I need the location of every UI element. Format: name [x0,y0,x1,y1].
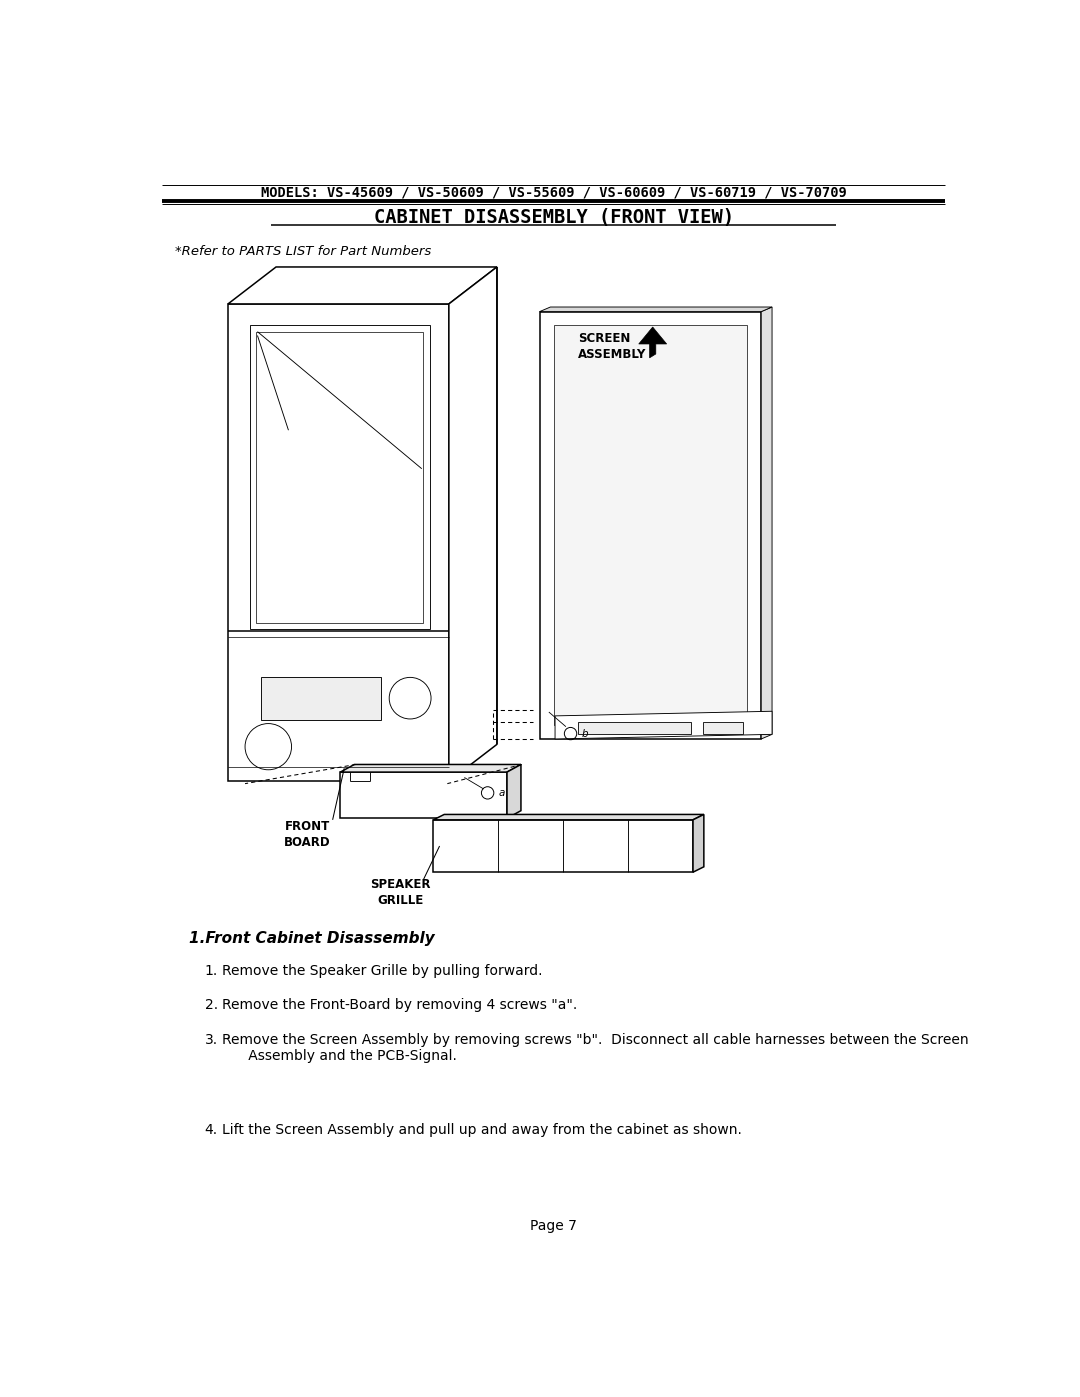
Text: Remove the Speaker Grille by pulling forward.: Remove the Speaker Grille by pulling for… [221,964,542,978]
Polygon shape [540,312,761,739]
Text: CABINET DISASSEMBLY (FRONT VIEW): CABINET DISASSEMBLY (FRONT VIEW) [374,208,733,228]
Polygon shape [433,820,693,872]
Text: Page 7: Page 7 [530,1220,577,1234]
Polygon shape [256,331,423,623]
Text: FRONT
BOARD: FRONT BOARD [284,820,330,849]
Polygon shape [340,764,521,773]
Text: Remove the Screen Assembly by removing screws "b".  Disconnect all cable harness: Remove the Screen Assembly by removing s… [221,1034,969,1063]
Polygon shape [693,814,704,872]
Polygon shape [554,326,747,725]
Polygon shape [249,326,430,629]
Polygon shape [260,678,380,719]
Circle shape [389,678,431,719]
Text: *Refer to PARTS LIST for Part Numbers: *Refer to PARTS LIST for Part Numbers [175,244,432,258]
Polygon shape [433,814,704,820]
Text: SCREEN
ASSEMBLY: SCREEN ASSEMBLY [578,331,647,360]
Polygon shape [703,722,743,735]
Polygon shape [507,764,521,819]
Text: 1.Front Cabinet Disassembly: 1.Front Cabinet Disassembly [189,932,435,947]
Text: Lift the Screen Assembly and pull up and away from the cabinet as shown.: Lift the Screen Assembly and pull up and… [221,1123,742,1137]
Text: 3.: 3. [205,1034,218,1048]
Polygon shape [555,711,772,739]
Text: 2.: 2. [205,999,218,1013]
Polygon shape [340,773,507,819]
Text: MODELS: VS-45609 / VS-50609 / VS-55609 / VS-60609 / VS-60719 / VS-70709: MODELS: VS-45609 / VS-50609 / VS-55609 /… [260,186,847,200]
Text: a: a [499,788,504,798]
Polygon shape [638,327,666,358]
Circle shape [245,724,292,770]
Text: SPEAKER
GRILLE: SPEAKER GRILLE [369,877,430,907]
Text: 4.: 4. [205,1123,218,1137]
Polygon shape [540,307,772,312]
Text: b: b [581,729,588,739]
Text: 1.: 1. [205,964,218,978]
Polygon shape [578,722,691,735]
Polygon shape [449,267,497,781]
Polygon shape [761,307,772,739]
Text: Remove the Front-Board by removing 4 screws "a".: Remove the Front-Board by removing 4 scr… [221,999,577,1013]
Polygon shape [228,305,449,781]
Polygon shape [228,267,497,305]
